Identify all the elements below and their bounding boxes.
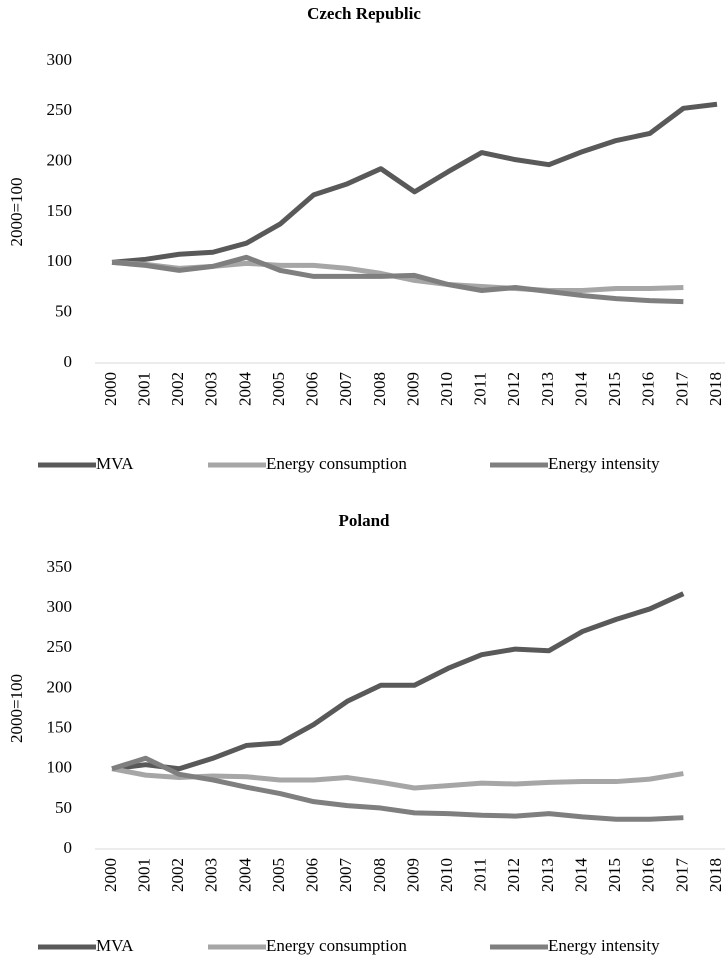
- series-line: [111, 766, 684, 791]
- y-tick-label: 0: [64, 838, 73, 857]
- legend-label: Energy intensity: [548, 936, 660, 955]
- x-tick-label: 2012: [504, 372, 523, 406]
- x-tick-label: 2004: [235, 372, 254, 407]
- x-tick-label: 2015: [605, 858, 624, 892]
- legend-label: Energy consumption: [266, 936, 407, 955]
- x-tick-label: 2009: [403, 858, 422, 892]
- y-axis-label: 2000=100: [7, 177, 26, 246]
- x-tick-label: 2006: [303, 858, 322, 892]
- y-tick-label: 350: [47, 557, 73, 576]
- y-tick-label: 300: [47, 50, 73, 69]
- x-tick-label: 2006: [303, 372, 322, 406]
- x-tick-label: 2014: [571, 372, 590, 407]
- y-tick-label: 200: [47, 677, 73, 696]
- x-tick-label: 2018: [706, 372, 725, 406]
- x-tick-label: 2007: [336, 372, 355, 407]
- series-line: [111, 254, 684, 305]
- y-tick-label: 100: [47, 251, 73, 270]
- x-tick-label: 2005: [269, 858, 288, 892]
- series-line: [111, 101, 718, 265]
- x-tick-label: 2013: [538, 372, 557, 406]
- y-tick-label: 200: [47, 151, 73, 170]
- y-tick-label: 50: [55, 798, 72, 817]
- y-tick-label: 300: [47, 597, 73, 616]
- y-tick-label: 150: [47, 717, 73, 736]
- x-tick-label: 2001: [135, 858, 154, 892]
- x-tick-label: 2009: [403, 372, 422, 406]
- chart-title: Poland: [338, 511, 390, 530]
- legend-label: MVA: [96, 936, 134, 955]
- x-tick-label: 2003: [202, 372, 221, 406]
- chart-title: Czech Republic: [307, 4, 421, 23]
- x-tick-label: 2011: [471, 858, 490, 891]
- x-tick-label: 2000: [101, 858, 120, 892]
- x-tick-label: 2013: [538, 858, 557, 892]
- x-tick-label: 2000: [101, 372, 120, 406]
- y-tick-label: 100: [47, 758, 73, 777]
- legend-label: Energy consumption: [266, 454, 407, 473]
- y-tick-label: 250: [47, 637, 73, 656]
- x-tick-label: 2016: [639, 858, 658, 892]
- x-tick-label: 2002: [168, 372, 187, 406]
- x-tick-label: 2015: [605, 372, 624, 406]
- x-tick-label: 2005: [269, 372, 288, 406]
- legend-label: MVA: [96, 454, 134, 473]
- x-tick-label: 2008: [370, 858, 389, 892]
- x-tick-label: 2010: [437, 372, 456, 406]
- series-line: [111, 591, 685, 772]
- x-tick-label: 2011: [471, 372, 490, 405]
- x-tick-label: 2008: [370, 372, 389, 406]
- y-tick-label: 150: [47, 201, 73, 220]
- x-tick-label: 2017: [672, 372, 691, 407]
- x-tick-label: 2002: [168, 858, 187, 892]
- x-tick-label: 2007: [336, 858, 355, 893]
- x-tick-label: 2004: [235, 858, 254, 893]
- x-tick-label: 2016: [639, 372, 658, 406]
- y-tick-label: 50: [55, 302, 72, 321]
- y-axis-label: 2000=100: [7, 674, 26, 743]
- x-tick-label: 2001: [135, 372, 154, 406]
- x-tick-label: 2018: [706, 858, 725, 892]
- x-tick-label: 2017: [672, 858, 691, 893]
- y-tick-label: 0: [64, 352, 73, 371]
- x-tick-label: 2003: [202, 858, 221, 892]
- legend-label: Energy intensity: [548, 454, 660, 473]
- x-tick-label: 2014: [571, 858, 590, 893]
- x-tick-label: 2010: [437, 858, 456, 892]
- series-line: [111, 755, 684, 822]
- y-tick-label: 250: [47, 100, 73, 119]
- x-tick-label: 2012: [504, 858, 523, 892]
